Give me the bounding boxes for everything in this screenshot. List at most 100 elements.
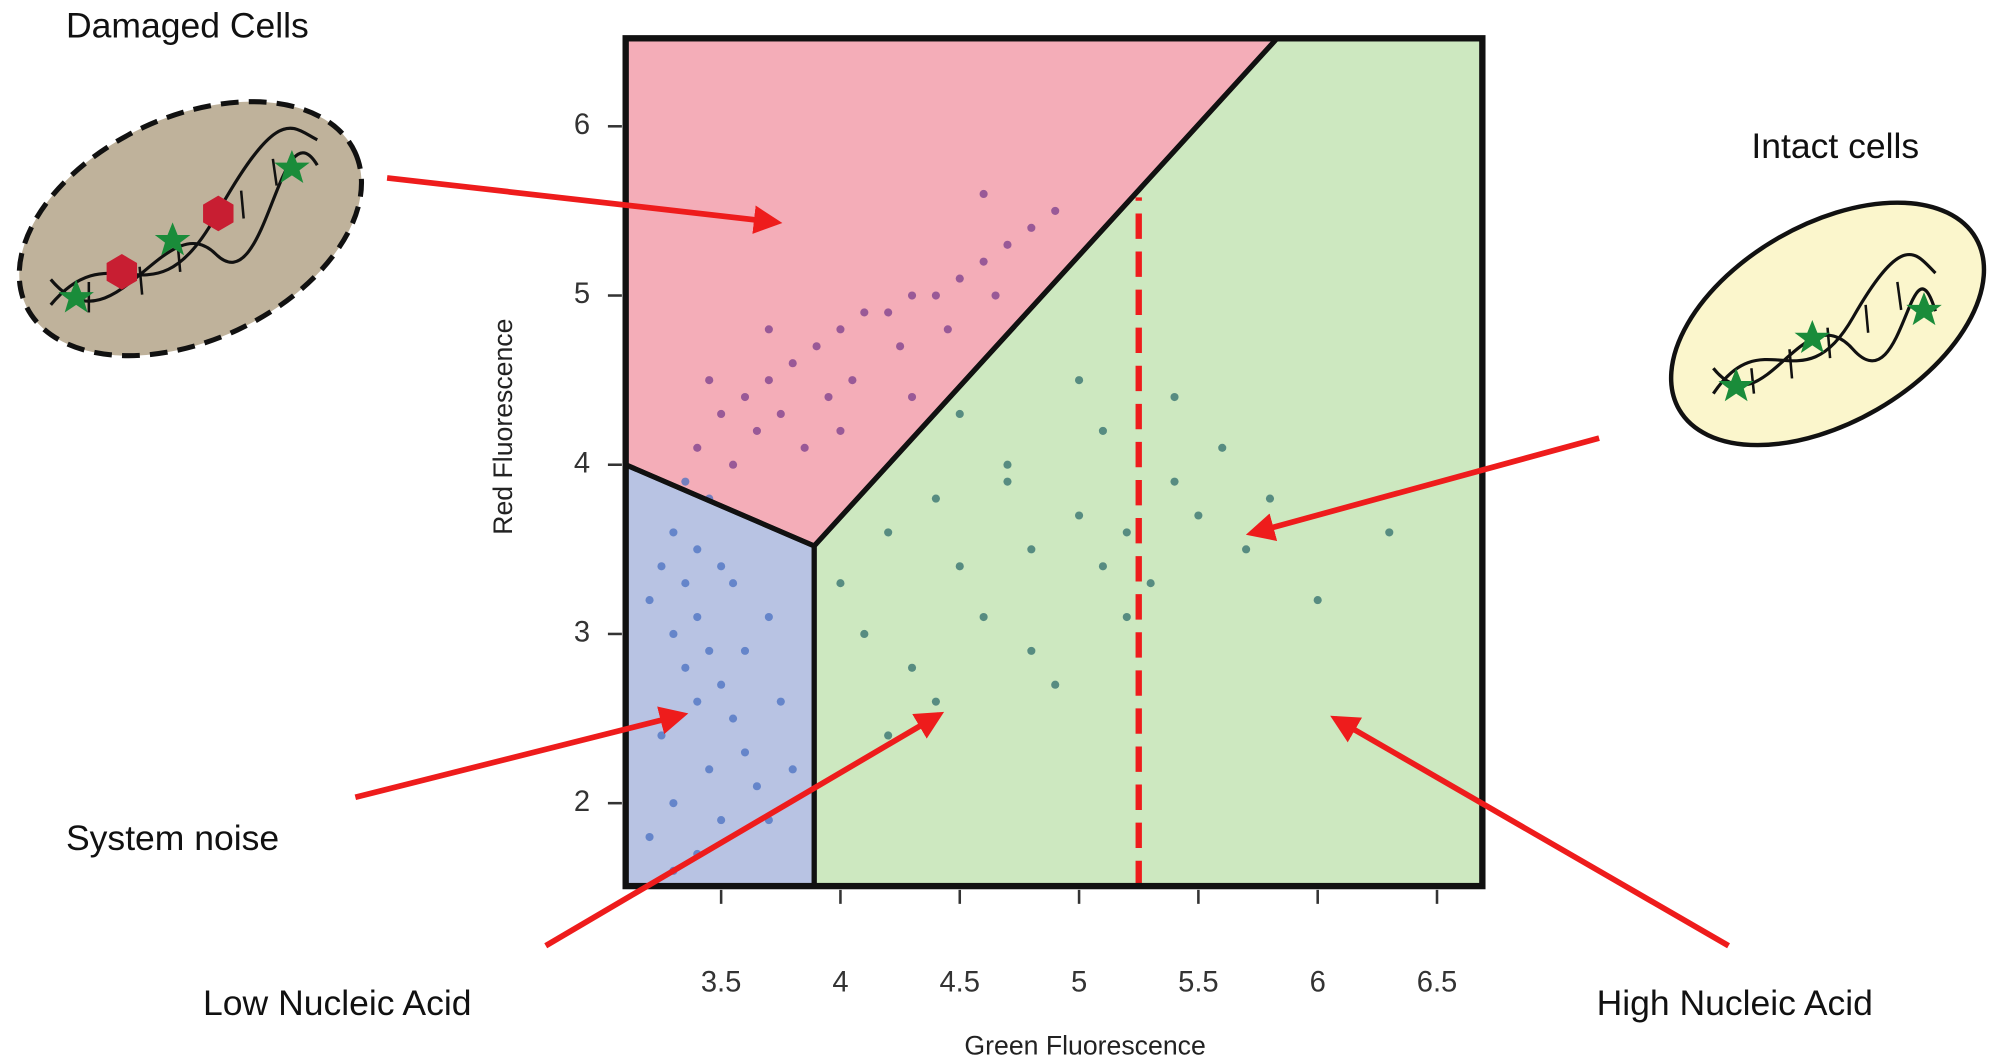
scatter-point (1385, 528, 1394, 537)
annotation: Low Nucleic Acid (203, 983, 471, 1023)
x-tick-label: 5.5 (1178, 967, 1219, 999)
scatter-point (979, 257, 988, 266)
scatter-point (1218, 443, 1227, 452)
scatter-point (1194, 511, 1203, 520)
scatter-point (657, 562, 666, 571)
y-tick-label: 3 (574, 617, 590, 649)
arrows (354, 175, 1730, 949)
scatter-point (1122, 612, 1131, 622)
x-tick-label: 5 (1071, 967, 1087, 999)
scatter-point (955, 274, 964, 283)
scatter-point (1075, 376, 1084, 385)
scatter-point (907, 291, 917, 300)
x-tick-label: 6.5 (1417, 967, 1458, 999)
scatter-point (752, 782, 761, 791)
y-tick-label: 5 (574, 278, 590, 310)
scatter-point (693, 612, 702, 622)
x-tick-label: 4 (832, 967, 848, 999)
scatter-point (669, 629, 678, 639)
scatter-point (776, 697, 785, 706)
plot-area (622, 35, 1486, 890)
intact-cell-icon (1668, 200, 1987, 448)
scatter-point (931, 494, 940, 503)
annotation: System noise (66, 818, 279, 858)
scatter-point (776, 409, 785, 419)
scatter-point (1027, 646, 1036, 655)
scatter-point (979, 189, 988, 199)
scatter-point (1003, 240, 1012, 249)
scatter-point (788, 765, 797, 774)
scatter-point (1027, 223, 1036, 232)
scatter-point (800, 443, 809, 452)
scatter-point (693, 545, 702, 554)
gate-region (625, 464, 815, 887)
gate-region (625, 38, 1278, 546)
scatter-point (884, 731, 893, 740)
scatter-point (836, 579, 845, 588)
scatter-point (669, 799, 678, 808)
scatter-point (1122, 528, 1131, 537)
scatter-point (884, 528, 893, 537)
scatter-point (860, 629, 869, 639)
scatter-point (645, 596, 654, 605)
scatter-point (1051, 206, 1060, 215)
scatter-point (740, 392, 750, 402)
scatter-point (1146, 579, 1155, 588)
annotation: Intact cells (1751, 126, 1919, 166)
scatter-point (1242, 545, 1251, 554)
scatter-point (788, 359, 797, 368)
gate-region (814, 38, 1483, 887)
scatter-point (705, 765, 714, 774)
scatter-point (717, 409, 726, 419)
x-tick-label: 3.5 (701, 967, 742, 999)
scatter-point (1170, 477, 1179, 486)
annotation: High Nucleic Acid (1597, 983, 1873, 1023)
scatter-point (693, 697, 702, 706)
scatter-point (991, 291, 1000, 300)
plot-frame (622, 35, 1486, 890)
scatter-point (955, 409, 964, 419)
annotation: Damaged Cells (66, 6, 309, 46)
scatter-point (860, 308, 869, 317)
scatter-point (836, 325, 845, 334)
y-tick-label: 6 (574, 109, 590, 141)
scatter-point (752, 426, 761, 435)
arrow (386, 175, 783, 234)
scatter-point (764, 325, 773, 334)
damaged-cell-icon (16, 99, 365, 359)
scatter-point (955, 562, 964, 571)
x-tick-label: 6 (1310, 967, 1326, 999)
scatter-point (681, 579, 690, 588)
scatter-point (681, 477, 690, 486)
y-tick-label: 4 (574, 447, 590, 479)
scatter-point (681, 663, 690, 672)
scatter-point (1265, 494, 1275, 503)
scatter-point (907, 392, 917, 402)
scatter-point (1098, 562, 1107, 571)
scatter-point (931, 291, 940, 300)
scatter-point (907, 663, 917, 672)
y-axis-label: Red Fluorescence (488, 319, 518, 535)
scatter-point (657, 731, 666, 740)
scatter-point (1003, 477, 1012, 486)
scatter-point (764, 612, 773, 622)
scatter-point (1098, 426, 1107, 435)
scatter-point (669, 528, 678, 537)
scatter-point (764, 376, 773, 385)
scatter-point (896, 342, 905, 351)
scatter-point (740, 646, 750, 655)
arrow (1330, 715, 1730, 949)
scatter-point (1027, 545, 1036, 554)
scatter-point (1075, 511, 1084, 520)
x-axis-label: Green Fluorescence (964, 1030, 1205, 1060)
scatter-point (1051, 680, 1060, 689)
scatter-point (705, 646, 714, 655)
scatter-point (717, 816, 726, 825)
scatter-point (740, 748, 750, 757)
scatter-point (848, 376, 857, 385)
scatter-point (705, 376, 714, 385)
scatter-point (729, 714, 738, 723)
scatter-point (836, 426, 845, 435)
scatter-point (979, 612, 988, 622)
